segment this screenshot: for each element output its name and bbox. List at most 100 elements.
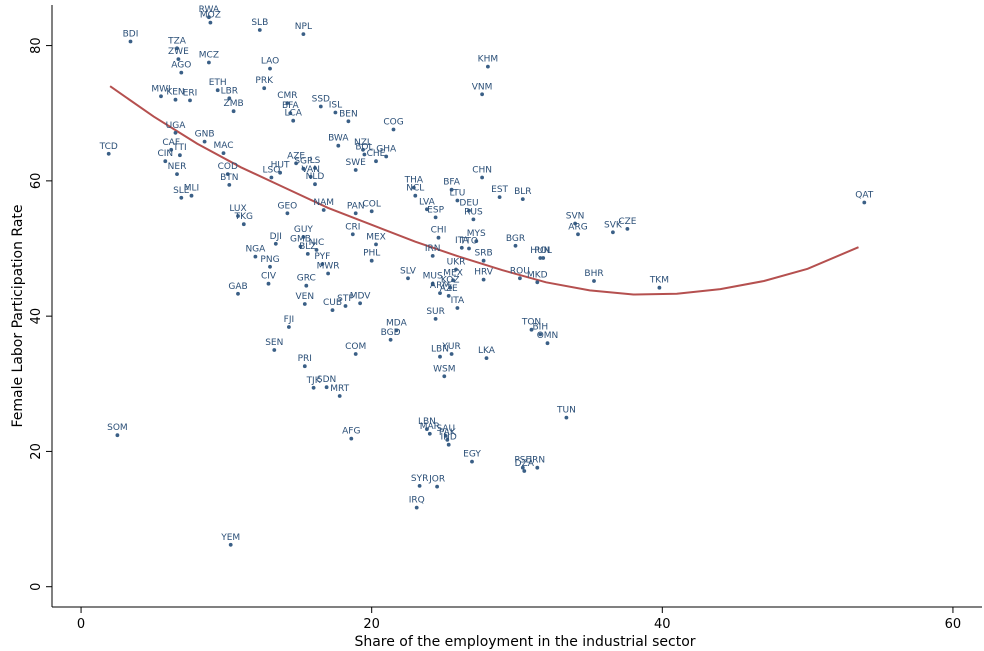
data-point <box>545 341 550 346</box>
point-label: BDI <box>123 30 139 40</box>
point-label: YEM <box>220 533 240 543</box>
data-point <box>227 183 232 187</box>
point-label: TZA <box>167 36 187 46</box>
point-label: MEX <box>443 268 463 278</box>
point-label: MUS <box>423 272 443 282</box>
point-label: MEX <box>366 232 386 242</box>
point-label: GAB <box>228 282 247 292</box>
point-label: CHE <box>367 149 386 159</box>
point-label: GRC <box>297 274 316 284</box>
data-point <box>273 241 278 246</box>
data-point <box>448 285 453 290</box>
data-point <box>522 469 527 473</box>
data-point <box>388 337 393 342</box>
point-label: TKM <box>649 276 669 286</box>
data-point <box>481 277 486 282</box>
point-label: DZA <box>515 459 535 469</box>
data-point <box>304 283 309 288</box>
point-label: CUB <box>323 298 342 308</box>
point-label: CZE <box>618 217 636 227</box>
point-label: AFG <box>342 427 360 437</box>
point-label: PRI <box>298 354 312 364</box>
point-label: SUR <box>426 307 445 317</box>
point-label: MWI <box>151 84 170 94</box>
data-point <box>459 245 464 250</box>
data-point <box>573 221 577 226</box>
data-point <box>305 252 310 256</box>
point-label: SGP <box>294 157 313 167</box>
point-label: IRN <box>425 244 441 254</box>
point-label: EGY <box>463 450 481 460</box>
data-point <box>353 168 358 172</box>
point-label: CRI <box>345 222 360 232</box>
data-point <box>438 291 442 295</box>
point-label: LS <box>310 156 321 166</box>
data-point <box>221 151 226 156</box>
point-label: SRB <box>475 249 493 259</box>
point-label: SDN <box>317 375 336 385</box>
data-point <box>425 207 429 212</box>
point-label: DJI <box>270 232 282 242</box>
data-point <box>253 254 258 259</box>
point-label: CHN <box>472 166 492 176</box>
data-point <box>228 542 233 547</box>
point-label: TJK <box>306 376 322 386</box>
data-point <box>188 98 192 103</box>
data-point <box>189 193 194 198</box>
point-label: ITA <box>451 296 465 306</box>
y-tick-label: 60 <box>29 173 44 190</box>
point-label: UKR <box>447 258 466 268</box>
data-point <box>320 262 325 266</box>
data-point <box>414 505 419 510</box>
data-point <box>128 39 133 44</box>
data-point <box>436 235 441 240</box>
data-point <box>417 484 422 488</box>
point-label: ERI <box>183 88 198 98</box>
point-label: KHM <box>478 55 498 65</box>
data-point <box>272 348 277 352</box>
data-point <box>625 227 630 231</box>
point-label: ARM <box>430 281 450 291</box>
data-point <box>301 166 306 171</box>
x-tick-label: 0 <box>77 617 85 632</box>
data-point <box>394 328 399 333</box>
data-point <box>374 159 378 164</box>
data-point <box>231 109 236 114</box>
data-point <box>294 161 298 166</box>
data-point <box>257 28 262 32</box>
data-point <box>541 256 546 260</box>
data-point <box>442 374 447 379</box>
data-point <box>321 208 326 212</box>
point-label: LAO <box>261 57 279 67</box>
point-label: MOZ <box>200 11 221 21</box>
x-tick-label: 20 <box>363 617 380 632</box>
data-point <box>301 235 306 239</box>
point-label: COM <box>345 342 366 352</box>
data-point <box>179 70 184 75</box>
point-label: SVN <box>566 212 585 222</box>
point-label: ZMB <box>224 99 244 109</box>
point-label: NLD <box>306 172 325 182</box>
point-label: MWR <box>317 262 340 272</box>
point-label: ITA <box>455 236 469 246</box>
point-label: RUS <box>464 207 483 217</box>
data-point <box>225 172 230 177</box>
point-label: OMN <box>537 331 559 341</box>
data-point <box>445 438 450 442</box>
y-tick-label: 40 <box>29 308 44 325</box>
point-label: LBN <box>418 417 436 427</box>
point-label: FJI <box>284 315 295 325</box>
data-point <box>430 281 435 286</box>
point-label: ROU <box>510 266 530 276</box>
y-tick-label: 80 <box>29 37 44 54</box>
point-label: MLI <box>184 184 199 194</box>
data-point <box>433 317 438 321</box>
fit-line <box>109 85 859 296</box>
point-label: TTO <box>459 237 478 247</box>
point-label: MYS <box>467 229 486 239</box>
data-point <box>350 232 355 237</box>
point-label: BGR <box>506 234 525 244</box>
data-point <box>576 232 580 237</box>
data-point <box>474 239 479 244</box>
data-point <box>538 332 543 337</box>
